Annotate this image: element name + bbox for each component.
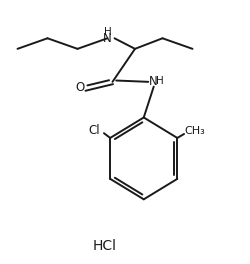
Text: N: N — [150, 75, 158, 88]
Text: H: H — [156, 76, 164, 86]
Text: CH₃: CH₃ — [184, 126, 205, 136]
Text: HCl: HCl — [93, 238, 117, 253]
Text: N: N — [103, 32, 112, 45]
Text: O: O — [75, 81, 84, 94]
Text: Cl: Cl — [88, 124, 100, 136]
Text: H: H — [104, 27, 112, 37]
